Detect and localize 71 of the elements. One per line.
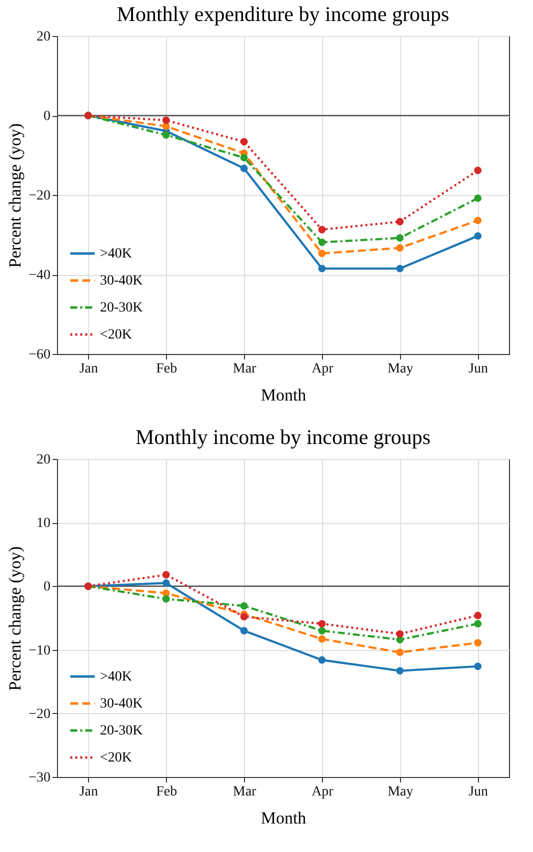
x-tick-label: Apr <box>312 784 334 800</box>
x-tick-label: Jun <box>468 362 488 376</box>
legend-label: <20K <box>100 328 132 342</box>
point <box>162 116 170 124</box>
point <box>318 620 326 628</box>
y-tick-label: 0 <box>44 109 50 124</box>
point <box>396 648 404 656</box>
point <box>396 234 404 242</box>
point <box>474 166 482 174</box>
point <box>162 579 170 587</box>
x-tick-label: Jan <box>79 362 98 376</box>
point <box>318 264 326 272</box>
y-tick-label: −10 <box>28 643 50 658</box>
x-tick-label: May <box>388 362 414 376</box>
legend-label: 30-40K <box>100 274 143 288</box>
point <box>162 131 170 139</box>
x-tick-label: Apr <box>312 362 334 376</box>
x-axis-title: Month <box>260 386 307 404</box>
y-tick-label: 0 <box>44 580 50 595</box>
x-tick-label: Mar <box>232 362 257 376</box>
y-tick-label: −60 <box>28 348 50 362</box>
point <box>162 571 170 578</box>
point <box>240 164 248 172</box>
y-tick-label: −20 <box>28 706 50 722</box>
point <box>474 662 482 670</box>
point <box>396 218 404 226</box>
point <box>240 154 248 162</box>
point <box>318 226 326 234</box>
point <box>240 627 248 634</box>
point <box>240 602 248 610</box>
point <box>396 630 404 638</box>
y-axis-title: Percent change (yoy) <box>6 123 25 268</box>
x-tick-label: Feb <box>156 362 178 376</box>
y-axis-title: Percent change (yoy) <box>6 546 25 691</box>
point <box>240 138 248 146</box>
legend-label: <20K <box>100 750 132 766</box>
y-tick-label: −30 <box>28 770 50 786</box>
x-axis-title: Month <box>260 808 307 828</box>
point <box>474 232 482 240</box>
point <box>396 264 404 272</box>
point <box>162 595 170 603</box>
point <box>318 250 326 258</box>
point <box>318 238 326 246</box>
point <box>396 667 404 674</box>
y-tick-label: 10 <box>36 516 50 532</box>
x-tick-label: Jun <box>468 784 488 800</box>
point <box>318 627 326 634</box>
point <box>474 639 482 647</box>
y-tick-label: 20 <box>36 30 50 44</box>
legend-label: 30-40K <box>100 696 143 712</box>
point <box>474 194 482 202</box>
x-tick-label: Mar <box>232 784 257 800</box>
y-tick-label: −20 <box>28 188 50 204</box>
chart-title: Monthly income by income groups <box>135 425 431 449</box>
point <box>474 620 482 628</box>
x-tick-label: Feb <box>156 784 178 800</box>
legend-label: >40K <box>100 246 132 262</box>
legend-label: >40K <box>100 670 132 684</box>
point <box>396 244 404 252</box>
point <box>318 656 326 664</box>
point <box>474 612 482 620</box>
legend-label: 20-30K <box>100 300 143 316</box>
y-tick-label: −40 <box>28 268 50 283</box>
legend-label: 20-30K <box>100 724 143 738</box>
y-tick-label: 20 <box>36 452 50 468</box>
point <box>474 216 482 224</box>
chart-title: Monthly expenditure by income groups <box>116 2 450 26</box>
x-tick-label: May <box>388 784 414 800</box>
x-tick-label: Jan <box>79 784 98 800</box>
point <box>318 635 326 643</box>
point <box>240 613 248 620</box>
